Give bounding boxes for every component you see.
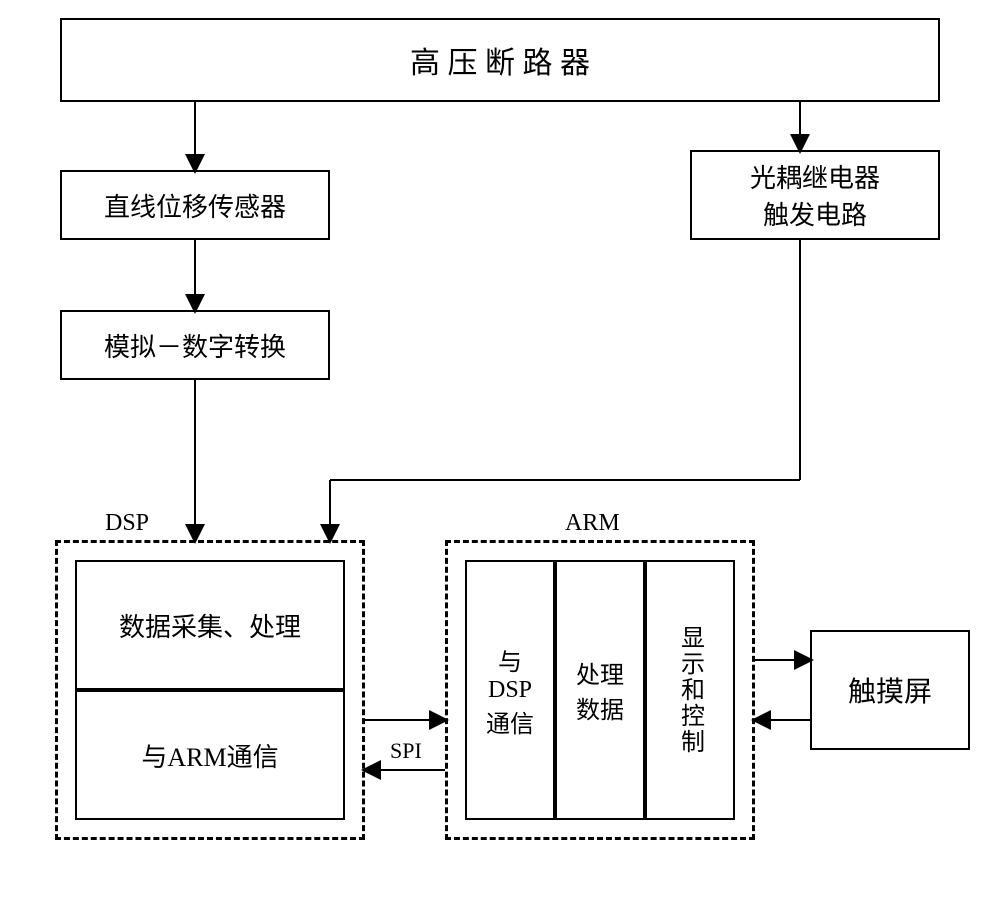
title-box: 高 压 断 路 器 <box>60 18 940 102</box>
title-text: 高 压 断 路 器 <box>410 38 590 82</box>
adc-box: 模拟－数字转换 <box>60 310 330 380</box>
relay-line2: 触发电路 <box>750 195 880 232</box>
diagram-stage: 高 压 断 路 器 直线位移传感器 光耦继电器 触发电路 模拟－数字转换 DSP… <box>0 0 1000 897</box>
arm-c1-l3: 通信 <box>486 704 534 739</box>
dsp-bottom-text: 与ARM通信 <box>141 737 278 774</box>
relay-text: 光耦继电器 触发电路 <box>750 158 880 232</box>
arm-process-data-cell: 处理 数据 <box>555 560 645 820</box>
arm-label: ARM <box>565 510 620 537</box>
arm-c1-l2: DSP <box>486 677 534 704</box>
touch-text: 触摸屏 <box>848 670 932 710</box>
arm-c2-text: 处理 数据 <box>576 655 624 725</box>
dsp-top-text: 数据采集、处理 <box>119 607 301 644</box>
arm-c2-l2: 数据 <box>576 690 624 725</box>
arm-dsp-comm-cell: 与 DSP 通信 <box>465 560 555 820</box>
arm-c1-text: 与 DSP 通信 <box>486 642 534 739</box>
arm-c2-l1: 处理 <box>576 655 624 690</box>
optocoupler-relay-trigger-box: 光耦继电器 触发电路 <box>690 150 940 240</box>
arm-c3-text: 显示和控制 <box>673 625 708 755</box>
relay-line1: 光耦继电器 <box>750 158 880 195</box>
touchscreen-box: 触摸屏 <box>810 630 970 750</box>
arm-display-control-cell: 显示和控制 <box>645 560 735 820</box>
linear-displacement-sensor-box: 直线位移传感器 <box>60 170 330 240</box>
dsp-label: DSP <box>105 510 149 537</box>
dsp-data-acquisition-cell: 数据采集、处理 <box>75 560 345 690</box>
spi-label: SPI <box>390 738 422 764</box>
dsp-arm-comm-cell: 与ARM通信 <box>75 690 345 820</box>
adc-text: 模拟－数字转换 <box>104 327 286 364</box>
arm-c1-l1: 与 <box>486 642 534 677</box>
sensor-text: 直线位移传感器 <box>104 187 286 224</box>
